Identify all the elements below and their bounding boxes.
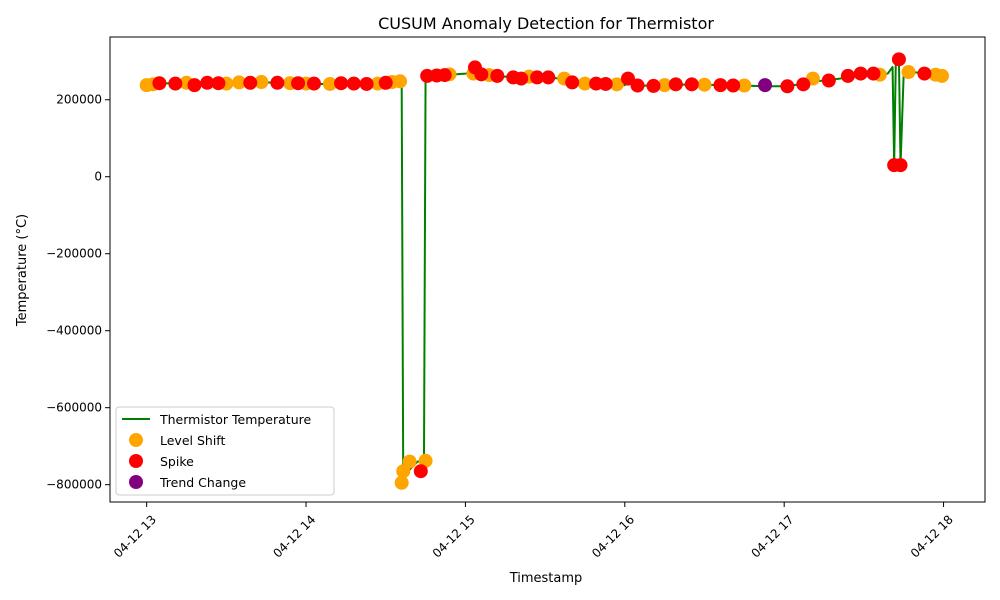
- spike-point: [541, 70, 556, 85]
- spike-point: [713, 78, 728, 93]
- spike-point: [474, 67, 489, 82]
- spike-point: [152, 76, 167, 91]
- spike-point: [821, 73, 836, 88]
- level-shift-point: [418, 453, 433, 468]
- y-tick-label: 0: [94, 170, 102, 184]
- y-tick-label: 200000: [56, 93, 102, 107]
- level-shift-point: [577, 76, 592, 91]
- y-tick-label: −800000: [46, 478, 102, 492]
- spike-point: [891, 52, 906, 67]
- spike-point: [270, 75, 285, 90]
- trend-change-point: [758, 78, 773, 93]
- legend-label-spike: Spike: [160, 454, 194, 469]
- spike-point: [413, 464, 428, 479]
- spike-point: [780, 79, 795, 94]
- spike-point: [796, 77, 811, 92]
- spike-point: [359, 76, 374, 91]
- spike-point: [346, 76, 361, 91]
- spike-point: [307, 76, 322, 91]
- spike-point: [668, 77, 683, 92]
- plot-marks: [139, 52, 949, 490]
- level-shift-point: [322, 76, 337, 91]
- y-axis-title: Temperature (°C): [15, 214, 30, 327]
- plot-frame: [109, 36, 986, 503]
- legend-label-level-shift: Level Shift: [160, 433, 225, 448]
- level-shift-point: [901, 65, 916, 80]
- spike-point: [378, 75, 393, 90]
- level-shift-point: [934, 68, 949, 83]
- y-tick-label: −600000: [46, 401, 102, 415]
- spike-point: [866, 66, 881, 81]
- spike-point: [840, 68, 855, 83]
- spike-point: [565, 75, 580, 90]
- level-shift-point: [393, 74, 408, 89]
- spike-point: [917, 66, 932, 81]
- level-shift-point: [609, 77, 624, 92]
- level-shift-point: [697, 77, 712, 92]
- spike-point: [853, 66, 868, 81]
- level-shift-point: [232, 75, 247, 90]
- legend-swatch-trend-change: [129, 475, 143, 489]
- y-axis: 200000 0 −200000 −400000 −600000 −800000: [46, 93, 110, 492]
- spike-point: [334, 76, 349, 91]
- level-shift-point: [394, 475, 409, 490]
- y-tick-label: −200000: [46, 247, 102, 261]
- level-shift-point: [737, 78, 752, 93]
- chart-title: CUSUM Anomaly Detection for Thermistor: [378, 14, 714, 33]
- spike-point: [291, 76, 306, 91]
- x-axis-title: Timestamp: [509, 571, 583, 586]
- legend-swatch-level-shift: [129, 433, 143, 447]
- spike-point: [243, 75, 258, 90]
- legend-box: [115, 406, 335, 496]
- level-shift-point: [402, 454, 417, 469]
- spike-point: [598, 76, 613, 91]
- legend-label-temperature: Thermistor Temperature: [159, 412, 311, 427]
- spike-point: [168, 76, 183, 91]
- spike-point: [726, 78, 741, 93]
- spike-point: [211, 76, 226, 91]
- y-tick-label: −400000: [46, 324, 102, 338]
- spike-point: [684, 77, 699, 92]
- level-shift-point: [657, 78, 672, 93]
- spike-point: [893, 158, 908, 173]
- spike-point: [200, 75, 215, 90]
- legend-label-trend-change: Trend Change: [159, 475, 246, 490]
- spike-point: [437, 68, 452, 83]
- spike-point: [646, 78, 661, 93]
- spike-point: [530, 70, 545, 85]
- spike-point: [490, 68, 505, 83]
- legend: Thermistor Temperature Level Shift Spike…: [115, 406, 335, 496]
- spike-point: [630, 78, 645, 93]
- level-shift-point: [254, 75, 269, 90]
- spike-point: [514, 71, 529, 86]
- spike-point: [187, 78, 202, 93]
- legend-swatch-spike: [129, 454, 143, 468]
